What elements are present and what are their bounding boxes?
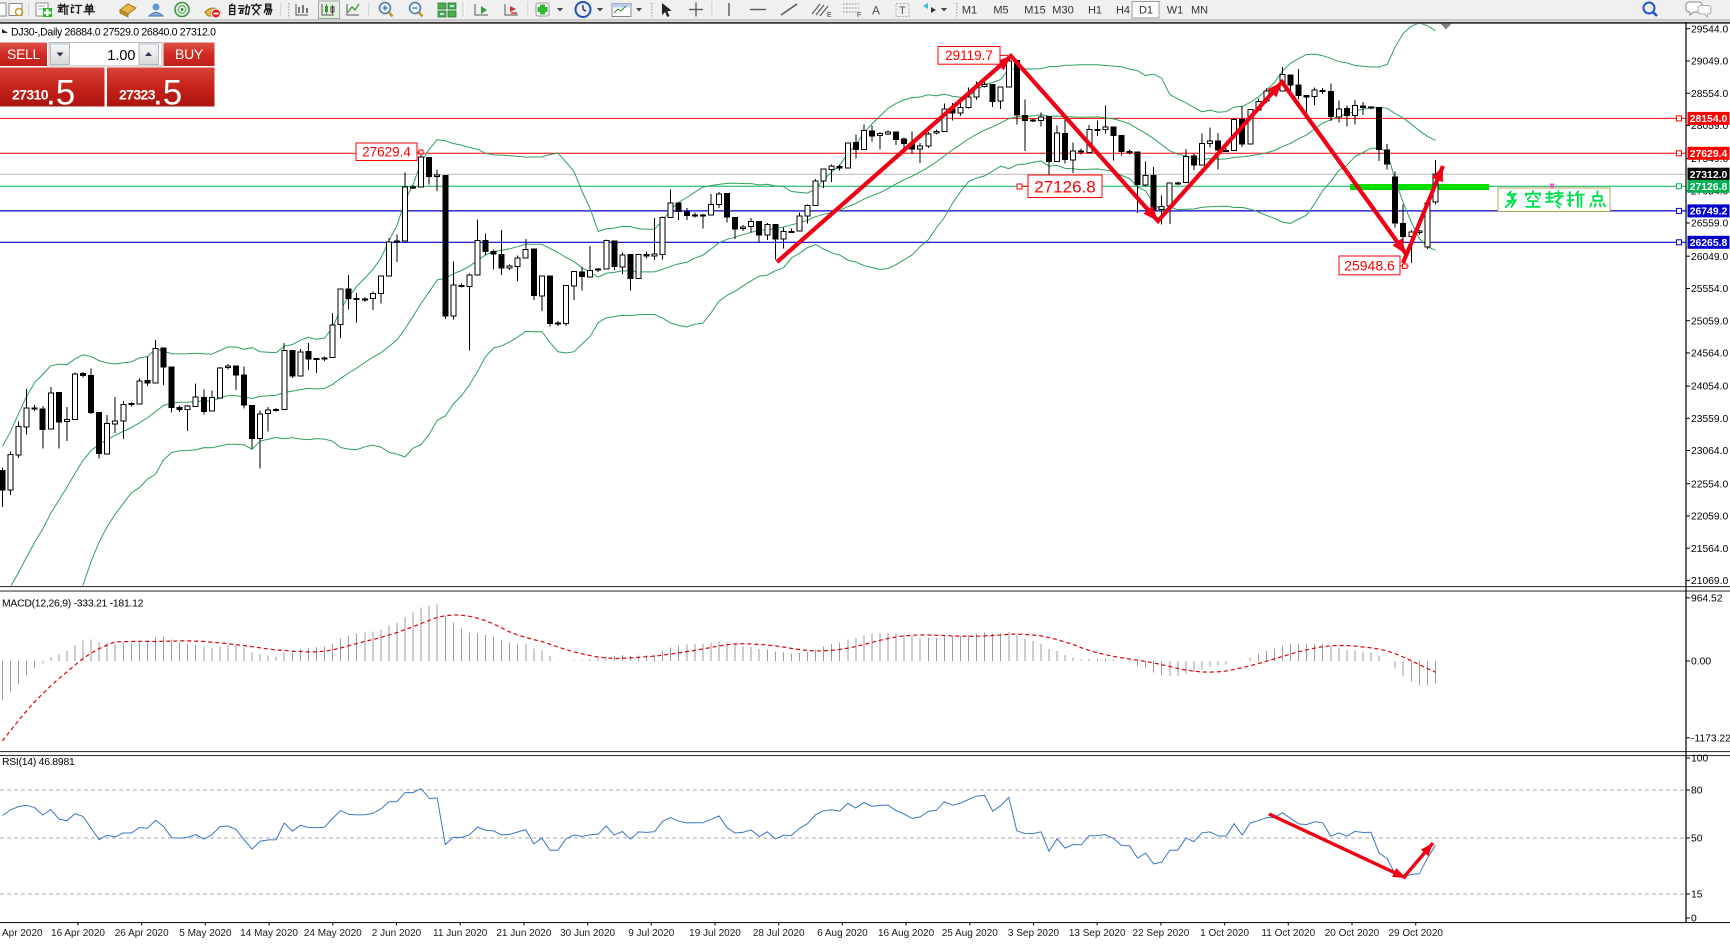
svg-text:22 Sep 2020: 22 Sep 2020 <box>1133 928 1190 939</box>
svg-text:24054.0: 24054.0 <box>1691 382 1728 393</box>
svg-text:D1: D1 <box>1139 5 1153 17</box>
svg-text:29049.0: 29049.0 <box>1691 57 1728 68</box>
svg-text:9 Jul 2020: 9 Jul 2020 <box>628 928 675 939</box>
svg-text:Apr 2020: Apr 2020 <box>2 928 43 939</box>
svg-text:21 Jun 2020: 21 Jun 2020 <box>496 928 551 939</box>
svg-text:M30: M30 <box>1052 5 1073 17</box>
svg-text:2 Jun 2020: 2 Jun 2020 <box>372 928 422 939</box>
svg-text:M1: M1 <box>962 5 977 17</box>
svg-text:16 Aug 2020: 16 Aug 2020 <box>878 928 935 939</box>
svg-text:BUY: BUY <box>175 46 204 62</box>
svg-text:A: A <box>872 4 880 18</box>
svg-text:80: 80 <box>1691 786 1703 797</box>
svg-text:26265.8: 26265.8 <box>1690 238 1728 249</box>
svg-text:27126.8: 27126.8 <box>1034 177 1095 196</box>
svg-text:25948.6: 25948.6 <box>1344 257 1395 273</box>
svg-text:1 Oct 2020: 1 Oct 2020 <box>1200 928 1249 939</box>
svg-text:964.52: 964.52 <box>1691 593 1723 604</box>
svg-text:23559.0: 23559.0 <box>1691 414 1728 425</box>
svg-text:DJ30-,Daily 26884.0 27529.0 2: DJ30-,Daily 26884.0 27529.0 26840.0 2731… <box>11 27 216 39</box>
svg-text:RSI(14) 46.8981: RSI(14) 46.8981 <box>2 757 75 768</box>
svg-text:22059.0: 22059.0 <box>1691 512 1728 523</box>
svg-text:25 Aug 2020: 25 Aug 2020 <box>942 928 999 939</box>
svg-text:28059.0: 28059.0 <box>1691 121 1728 132</box>
svg-text:26 Apr 2020: 26 Apr 2020 <box>115 928 169 939</box>
svg-text:27629.4: 27629.4 <box>362 145 411 160</box>
svg-text:25059.0: 25059.0 <box>1691 316 1728 327</box>
svg-text:0: 0 <box>1691 914 1697 925</box>
svg-text:20 Oct 2020: 20 Oct 2020 <box>1325 928 1380 939</box>
svg-text:21069.0: 21069.0 <box>1691 576 1728 587</box>
svg-text:M5: M5 <box>993 5 1008 17</box>
svg-text:5 May 2020: 5 May 2020 <box>179 928 232 939</box>
svg-text:27126.8: 27126.8 <box>1690 182 1728 193</box>
svg-text:6 Aug 2020: 6 Aug 2020 <box>817 928 868 939</box>
svg-text:.5: .5 <box>153 74 182 113</box>
svg-text:27310: 27310 <box>12 87 49 103</box>
svg-text:-1173.22: -1173.22 <box>1691 733 1730 744</box>
svg-text:26559.0: 26559.0 <box>1691 219 1728 230</box>
svg-text:30 Jun 2020: 30 Jun 2020 <box>560 928 615 939</box>
svg-text:MACD(12,26,9) -333.21 -181.12: MACD(12,26,9) -333.21 -181.12 <box>2 599 144 610</box>
svg-text:19 Jul 2020: 19 Jul 2020 <box>689 928 741 939</box>
svg-text:26749.2: 26749.2 <box>1690 207 1728 218</box>
svg-text:100: 100 <box>1691 754 1708 765</box>
svg-text:25554.0: 25554.0 <box>1691 284 1728 295</box>
svg-text:W1: W1 <box>1167 5 1184 17</box>
svg-text:14 May 2020: 14 May 2020 <box>240 928 298 939</box>
svg-text:0.00: 0.00 <box>1691 657 1711 668</box>
svg-text:21564.0: 21564.0 <box>1691 544 1728 555</box>
svg-text:16 Apr 2020: 16 Apr 2020 <box>51 928 105 939</box>
svg-text:24 May 2020: 24 May 2020 <box>304 928 362 939</box>
svg-text:.5: .5 <box>46 74 75 113</box>
svg-text:E: E <box>827 12 832 19</box>
svg-text:24564.0: 24564.0 <box>1691 349 1728 360</box>
svg-text:M15: M15 <box>1024 5 1045 17</box>
svg-text:29 Oct 2020: 29 Oct 2020 <box>1388 928 1443 939</box>
svg-text:28154.0: 28154.0 <box>1690 114 1728 125</box>
svg-text:28 Jul 2020: 28 Jul 2020 <box>753 928 805 939</box>
svg-text:23064.0: 23064.0 <box>1691 446 1728 457</box>
svg-text:11 Jun 2020: 11 Jun 2020 <box>433 928 488 939</box>
svg-text:T: T <box>899 5 906 17</box>
svg-text:H1: H1 <box>1088 5 1102 17</box>
svg-text:3 Sep 2020: 3 Sep 2020 <box>1008 928 1060 939</box>
svg-text:27629.4: 27629.4 <box>1690 149 1728 160</box>
svg-text:13 Sep 2020: 13 Sep 2020 <box>1069 928 1126 939</box>
svg-text:29544.0: 29544.0 <box>1691 24 1728 35</box>
svg-text:22554.0: 22554.0 <box>1691 479 1728 490</box>
svg-text:15: 15 <box>1691 890 1703 901</box>
svg-text:27312.0: 27312.0 <box>1690 170 1728 181</box>
svg-text:H4: H4 <box>1116 5 1130 17</box>
svg-text:SELL: SELL <box>7 46 41 62</box>
svg-text:29119.7: 29119.7 <box>945 48 993 63</box>
svg-text:28554.0: 28554.0 <box>1691 89 1728 100</box>
svg-text:50: 50 <box>1691 834 1703 845</box>
svg-text:MN: MN <box>1191 5 1208 17</box>
svg-text:F: F <box>857 12 861 19</box>
svg-text:11 Oct 2020: 11 Oct 2020 <box>1261 928 1315 939</box>
svg-text:1.00: 1.00 <box>107 48 135 64</box>
svg-text:27323: 27323 <box>119 87 156 103</box>
svg-text:26049.0: 26049.0 <box>1691 252 1728 263</box>
